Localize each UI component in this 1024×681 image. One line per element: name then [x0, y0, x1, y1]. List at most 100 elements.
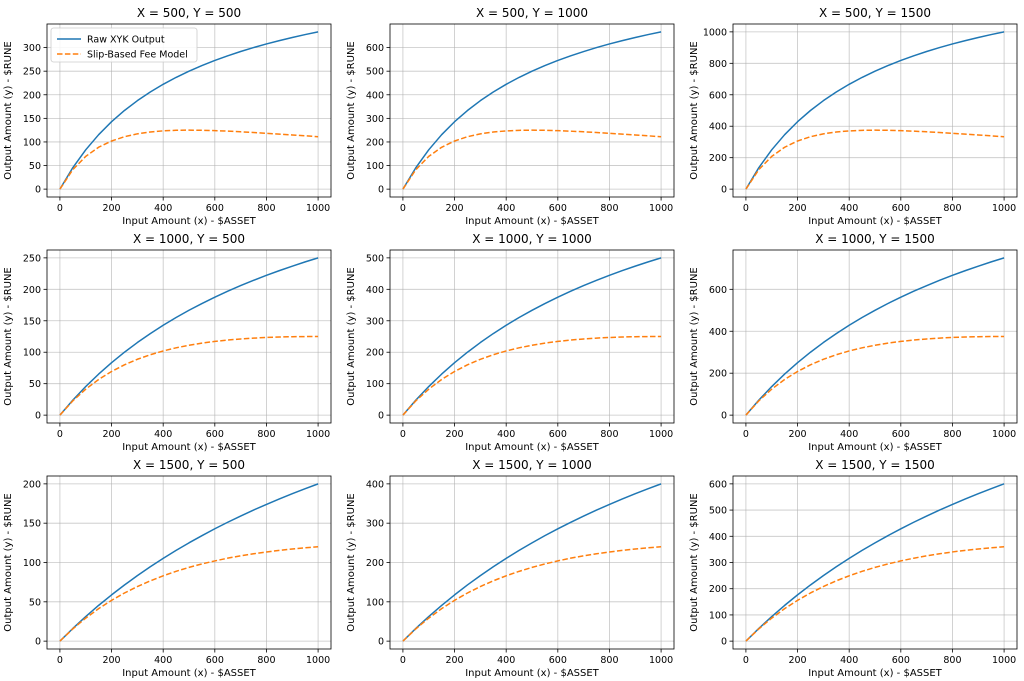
y-tick-label: 200	[709, 369, 727, 380]
y-tick-label: 0	[35, 637, 41, 648]
x-tick-label: 400	[154, 655, 172, 666]
x-tick-label: 200	[445, 655, 463, 666]
subplot-title: X = 1500, Y = 1000	[472, 458, 592, 472]
x-tick-label: 0	[400, 655, 406, 666]
y-tick-label: 300	[366, 316, 384, 327]
y-tick-label: 600	[366, 43, 384, 54]
y-tick-label: 50	[29, 161, 41, 172]
plot-frame	[732, 23, 1018, 198]
x-tick-label: 800	[600, 655, 618, 666]
subplot-2: 0 200 400 600 800 1000 0 100 200 300 400 500 600 X = …	[346, 6, 675, 227]
x-tick-label: 200	[788, 429, 806, 440]
x-tick-label: 200	[788, 655, 806, 666]
x-tick-label: 0	[743, 429, 749, 440]
x-tick-label: 800	[943, 655, 961, 666]
subplot-7: 0 200 400 600 800 1000 0 50 100 150 200 X = 1500, Y…	[3, 458, 332, 679]
x-axis-label: Input Amount (x) - $ASSET	[808, 442, 942, 453]
y-axis-label: Output Amount (y) - $RUNE	[689, 493, 700, 632]
y-tick-label: 500	[366, 67, 384, 78]
x-tick-label: 400	[497, 429, 515, 440]
raw-xyk-line	[745, 257, 1005, 416]
y-tick-label: 300	[709, 558, 727, 569]
raw-xyk-line	[59, 31, 319, 190]
subplot-title: X = 1000, Y = 1000	[472, 232, 592, 246]
x-tick-label: 600	[206, 203, 224, 214]
x-tick-label: 800	[257, 655, 275, 666]
x-tick-label: 1000	[649, 655, 673, 666]
x-axis-label: Input Amount (x) - $ASSET	[122, 442, 256, 453]
x-tick-label: 600	[892, 429, 910, 440]
y-tick-label: 100	[23, 348, 41, 359]
slip-fee-line	[402, 335, 662, 416]
x-axis-label: Input Amount (x) - $ASSET	[808, 668, 942, 679]
y-tick-label: 150	[23, 316, 41, 327]
subplot-9: 0 200 400 600 800 1000 0 100 200 300 400 500 600 X = …	[689, 458, 1018, 679]
x-tick-label: 800	[600, 203, 618, 214]
x-axis-label: Input Amount (x) - $ASSET	[465, 216, 599, 227]
y-axis-label: Output Amount (y) - $RUNE	[689, 41, 700, 180]
subplot-title: X = 1000, Y = 500	[133, 232, 245, 246]
x-axis-label: Input Amount (x) - $ASSET	[122, 668, 256, 679]
raw-xyk-line	[402, 257, 662, 416]
slip-fee-line	[745, 546, 1005, 642]
raw-xyk-line	[59, 257, 319, 416]
subplot-title: X = 1500, Y = 500	[133, 458, 245, 472]
x-tick-label: 200	[102, 429, 120, 440]
y-tick-label: 0	[378, 185, 384, 196]
y-tick-label: 50	[29, 597, 41, 608]
subplot-title: X = 500, Y = 1000	[476, 6, 588, 20]
x-tick-label: 1000	[649, 203, 673, 214]
y-tick-label: 400	[709, 122, 727, 133]
y-tick-label: 600	[709, 90, 727, 101]
y-tick-label: 0	[721, 185, 727, 196]
y-tick-label: 200	[366, 558, 384, 569]
x-tick-label: 0	[57, 655, 63, 666]
y-tick-label: 400	[709, 327, 727, 338]
x-tick-label: 800	[600, 429, 618, 440]
x-tick-label: 600	[892, 655, 910, 666]
subplot-3: 0 200 400 600 800 1000 0 200 400 600 800 1000 X = 50…	[689, 6, 1018, 227]
y-tick-label: 250	[23, 67, 41, 78]
y-tick-label: 200	[23, 90, 41, 101]
x-tick-label: 1000	[992, 429, 1016, 440]
plot-frame	[732, 249, 1018, 424]
x-tick-label: 400	[154, 429, 172, 440]
y-tick-label: 0	[35, 411, 41, 422]
x-tick-label: 400	[840, 655, 858, 666]
legend-box	[50, 27, 198, 63]
x-tick-label: 0	[57, 429, 63, 440]
slip-fee-line	[59, 129, 319, 190]
y-tick-label: 150	[23, 519, 41, 530]
y-tick-label: 400	[709, 532, 727, 543]
x-tick-label: 200	[102, 655, 120, 666]
subplot-8: 0 200 400 600 800 1000 0 100 200 300 400 X = 1500, …	[346, 458, 675, 679]
y-axis-label: Output Amount (y) - $RUNE	[346, 41, 357, 180]
y-axis-label: Output Amount (y) - $RUNE	[689, 267, 700, 406]
x-axis-label: Input Amount (x) - $ASSET	[122, 216, 256, 227]
x-tick-label: 400	[497, 655, 515, 666]
y-axis-label: Output Amount (y) - $RUNE	[3, 493, 14, 632]
y-tick-label: 200	[366, 137, 384, 148]
x-tick-label: 400	[154, 203, 172, 214]
y-tick-label: 50	[29, 379, 41, 390]
y-tick-label: 400	[366, 479, 384, 490]
y-tick-label: 150	[23, 114, 41, 125]
x-tick-label: 0	[400, 429, 406, 440]
y-tick-label: 100	[366, 161, 384, 172]
x-tick-label: 1000	[992, 203, 1016, 214]
y-tick-label: 500	[709, 506, 727, 517]
y-tick-label: 200	[709, 153, 727, 164]
plot-frame	[389, 23, 675, 198]
x-axis-label: Input Amount (x) - $ASSET	[465, 668, 599, 679]
slip-fee-line	[745, 129, 1005, 190]
y-tick-label: 0	[721, 411, 727, 422]
slip-fee-line	[402, 546, 662, 642]
y-tick-label: 200	[23, 479, 41, 490]
x-tick-label: 200	[788, 203, 806, 214]
x-tick-label: 1000	[649, 429, 673, 440]
x-tick-label: 600	[549, 655, 567, 666]
x-axis-label: Input Amount (x) - $ASSET	[465, 442, 599, 453]
y-tick-label: 100	[366, 597, 384, 608]
y-tick-label: 600	[709, 479, 727, 490]
